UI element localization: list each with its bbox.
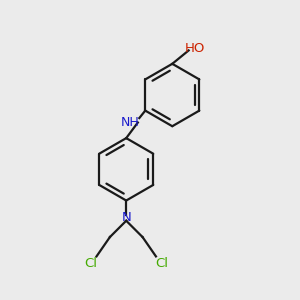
Text: Cl: Cl: [155, 257, 168, 270]
Text: Cl: Cl: [84, 257, 97, 270]
Text: N: N: [121, 211, 131, 224]
Text: NH: NH: [121, 116, 140, 129]
Text: HO: HO: [185, 42, 206, 55]
